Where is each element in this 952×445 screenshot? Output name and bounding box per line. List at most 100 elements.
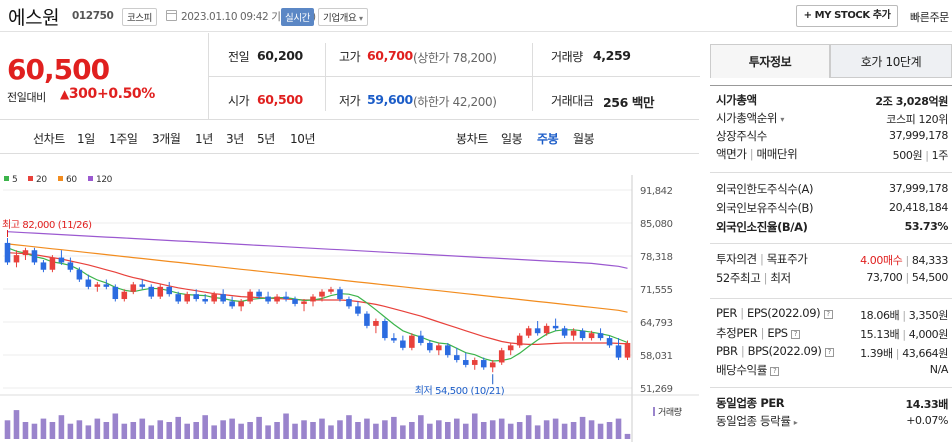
candle-body xyxy=(310,296,316,302)
foreign-limit-label: 외국인한도주식수(A) xyxy=(716,182,814,196)
chevron-right-icon[interactable]: ▸ xyxy=(793,418,798,427)
candle-body xyxy=(130,284,137,292)
candle-body xyxy=(552,325,559,329)
y-tick-label: 58,031 xyxy=(640,351,673,362)
upper-limit: (상한가 78,200) xyxy=(413,51,497,65)
per-text: PER xyxy=(716,306,737,320)
tab-line-1y[interactable]: 1년 xyxy=(195,132,213,146)
volume-bar xyxy=(597,423,604,439)
ma-line-ma60 xyxy=(7,243,628,313)
eps-number: 3,350원 xyxy=(908,309,949,322)
stock-code: 012750 xyxy=(72,10,114,22)
dividend-text: 배당수익률 xyxy=(716,363,767,377)
volume-bar xyxy=(615,418,622,439)
market-cap-number: 2조 3,028억원 xyxy=(875,95,948,108)
amount-unit: 백만 xyxy=(631,95,655,110)
volume-bar xyxy=(211,425,217,439)
low-value: 59,600 xyxy=(367,92,413,107)
candle-body xyxy=(256,291,262,297)
volume-bar xyxy=(561,423,568,439)
candle-body xyxy=(328,289,334,292)
est-eps-text: EPS xyxy=(767,326,788,340)
quick-order-link[interactable]: 빠른주문 xyxy=(910,11,949,24)
candle-body xyxy=(22,250,29,256)
y-tick-label: 85,080 xyxy=(640,219,673,230)
ma-line-ma5 xyxy=(7,247,628,362)
high-value: 60,700 xyxy=(367,48,413,63)
cap-rank-text: 시가총액순위 xyxy=(716,111,778,125)
dropdown-arrow-icon[interactable]: ▾ xyxy=(780,115,784,124)
w52-high-value: 73,700 xyxy=(866,271,903,284)
help-icon[interactable]: ? xyxy=(770,367,780,376)
help-icon[interactable]: ? xyxy=(823,310,833,319)
candle-body xyxy=(40,262,47,270)
tab-line-5y[interactable]: 5년 xyxy=(257,132,275,146)
volume-bar xyxy=(4,420,11,439)
par-unit-label: 액면가 | 매매단위 xyxy=(716,147,798,161)
help-icon[interactable]: ? xyxy=(824,348,834,357)
candle-body xyxy=(364,313,370,326)
market-cap-value: 2조 3,028억원 xyxy=(875,93,948,109)
sector-rate-value: +0.07% xyxy=(906,414,948,427)
volume-bar xyxy=(193,422,199,439)
legend-label: 60 xyxy=(66,175,77,185)
candle-body xyxy=(274,296,280,302)
tab-candle-daily[interactable]: 일봉 xyxy=(501,132,523,146)
tab-candle-weekly[interactable]: 주봉 xyxy=(537,132,559,146)
tab-orderbook[interactable]: 호가 10단계 xyxy=(830,44,952,78)
volume-bar xyxy=(337,420,343,439)
sector-rate-text: 동일업종 등락률 xyxy=(716,414,791,428)
current-price: 60,500 xyxy=(7,53,110,86)
candle-body xyxy=(382,320,388,339)
volume-bar xyxy=(453,418,460,439)
volume-bar xyxy=(94,418,101,439)
price-chart[interactable]: 5 20 60 120 91,842 85,080 78,318 71,555 64,793 58… xyxy=(0,155,699,442)
candle-chart-label: 봉차트 xyxy=(456,132,488,146)
amount-label: 거래대금 xyxy=(551,94,594,108)
sector-per-label: 동일업종 PER xyxy=(716,396,785,410)
tab-line-3y[interactable]: 3년 xyxy=(226,132,244,146)
candle-body xyxy=(283,296,289,300)
volume-bar xyxy=(400,425,406,439)
volume-bar xyxy=(552,418,559,439)
tab-invest-info[interactable]: 투자정보 xyxy=(710,44,830,78)
volume-bar xyxy=(507,423,514,439)
volume-value: 4,259 xyxy=(593,48,631,63)
open-label: 시가 xyxy=(228,94,250,108)
volume-bar xyxy=(427,423,433,439)
est-per-value: 15.13배 | 4,000원 xyxy=(860,328,948,341)
price-chart-svg: 5 20 60 120 91,842 85,080 78,318 71,555 64,793 58… xyxy=(0,175,699,442)
company-overview-dropdown[interactable]: 기업개요 ▾ xyxy=(318,8,368,26)
shares-label: 상장주식수 xyxy=(716,129,767,143)
tab-candle-monthly[interactable]: 월봉 xyxy=(573,132,595,146)
tab-line-1w[interactable]: 1주일 xyxy=(109,132,138,146)
high-label: 고가 xyxy=(339,50,361,64)
per-value: 18.06배 | 3,350원 xyxy=(860,309,949,322)
candle-body xyxy=(498,350,505,363)
volume-bar xyxy=(58,415,65,439)
overview-label: 기업개요 xyxy=(323,13,357,24)
candle-body xyxy=(606,338,613,346)
tab-line-1d[interactable]: 1일 xyxy=(77,132,95,146)
est-per-text: 추정PER xyxy=(716,326,758,340)
candle-body xyxy=(534,328,541,334)
realtime-button[interactable]: 실시간 xyxy=(281,8,315,26)
volume-bar xyxy=(274,422,280,439)
legend-swatch xyxy=(28,176,33,181)
add-mystock-button[interactable]: + MY STOCK 추가 xyxy=(796,5,898,27)
volume-bar xyxy=(49,422,56,439)
foreign-hold-value: 20,418,184 xyxy=(889,201,948,214)
help-icon[interactable]: ? xyxy=(790,330,800,339)
volume-bar xyxy=(480,422,487,439)
tab-line-3m[interactable]: 3개월 xyxy=(152,132,181,146)
volume-bar xyxy=(238,423,244,439)
volume-bar xyxy=(570,422,577,439)
quote-table: 전일 60,200 고가 60,700 (상한가 78,200) 거래량 4,2… xyxy=(208,33,700,120)
candle-body xyxy=(4,242,11,263)
candle-body xyxy=(570,330,577,336)
par-unit-value: 500원 | 1주 xyxy=(892,149,949,162)
tab-line-10y[interactable]: 10년 xyxy=(290,132,316,146)
volume-bar xyxy=(471,413,478,439)
eps-text: EPS(2022.09) xyxy=(747,306,821,320)
volume-bar xyxy=(85,425,92,439)
